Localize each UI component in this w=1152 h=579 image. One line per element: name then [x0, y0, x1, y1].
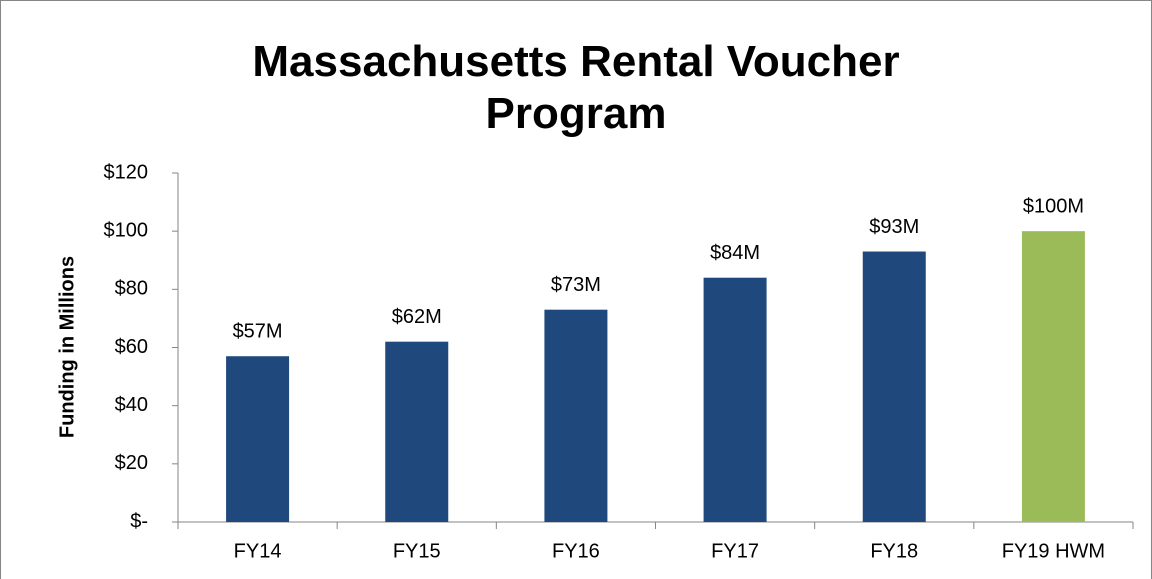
x-tick-label: FY17 [711, 540, 759, 562]
y-tick-label: $100 [104, 219, 149, 241]
data-label: $62M [392, 306, 442, 328]
x-tick-label: FY16 [552, 540, 600, 562]
data-label: $93M [869, 216, 919, 238]
chart-title: Massachusetts Rental Voucher Program [252, 37, 900, 138]
data-label: $73M [551, 274, 601, 296]
y-tick-label: $120 [104, 161, 149, 183]
y-tick-label: $80 [115, 278, 148, 300]
y-tick-label: $20 [115, 452, 148, 474]
x-tick-label: FY14 [234, 540, 282, 562]
x-tick-label: FY19 HWM [1002, 540, 1105, 562]
y-tick-label: $- [130, 510, 148, 532]
data-label: $84M [710, 242, 760, 264]
bar [1021, 231, 1085, 522]
bar [385, 341, 449, 522]
bar [862, 251, 926, 522]
x-tick-label: FY15 [393, 540, 441, 562]
y-tick-label: $60 [115, 336, 148, 358]
y-axis-label: Funding in Millions [56, 256, 78, 438]
bar [226, 356, 290, 522]
y-tick-label: $40 [115, 394, 148, 416]
bar [544, 309, 608, 522]
data-label: $100M [1023, 195, 1084, 217]
x-tick-label: FY18 [870, 540, 918, 562]
bar [703, 277, 767, 522]
data-label: $57M [233, 321, 283, 343]
